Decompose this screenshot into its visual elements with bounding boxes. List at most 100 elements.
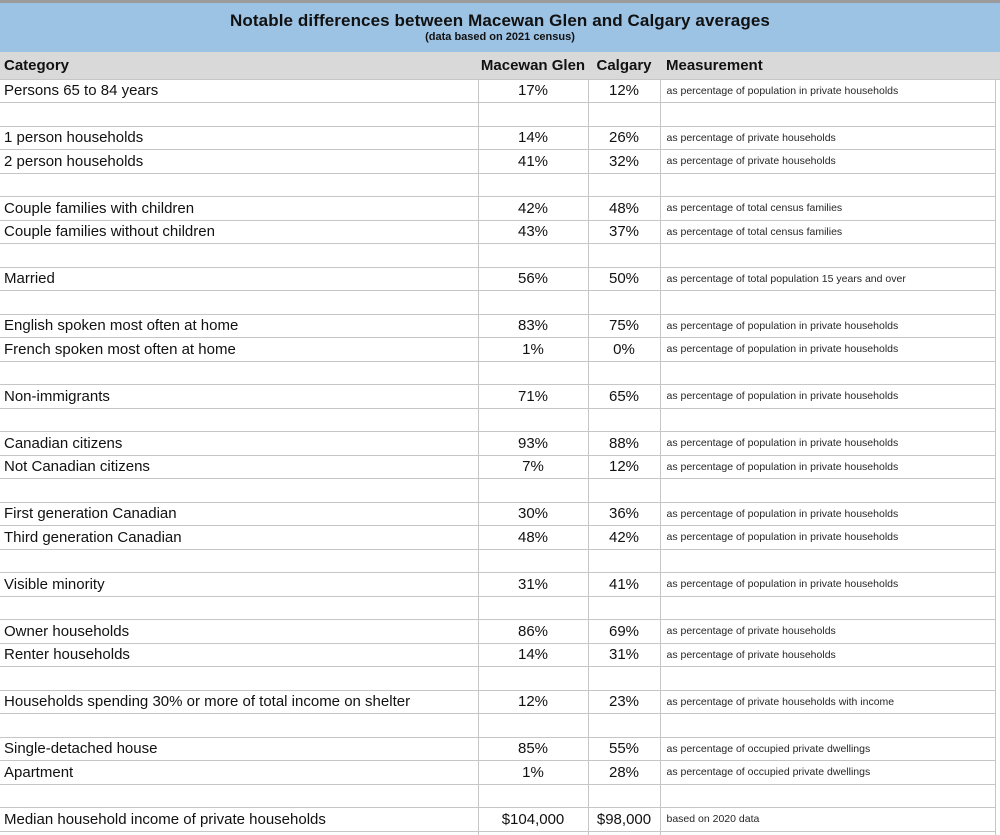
macewan-glen-cell: 56% <box>477 267 588 291</box>
table-row: Median household income of private house… <box>0 807 1000 832</box>
measurement-cell <box>659 478 995 503</box>
edge-cell <box>994 643 1000 667</box>
macewan-glen-cell <box>477 596 588 620</box>
blank-row <box>0 549 1000 573</box>
blank-row <box>0 713 1000 738</box>
table-row: First generation Canadian 30% 36% as percen… <box>0 502 1000 526</box>
calgary-cell: $98,000 <box>587 807 660 832</box>
macewan-glen-cell <box>477 408 588 432</box>
header-row: Category Macewan Glen Calgary Measuremen… <box>0 52 1000 80</box>
measurement-cell: as percentage of private households with… <box>659 690 995 714</box>
table-row: Couple families without children 43% 37% as… <box>0 220 1000 244</box>
macewan-glen-cell: 41% <box>477 149 588 174</box>
edge-cell <box>994 760 1000 784</box>
category-cell: Couple families with children <box>0 196 478 221</box>
category-cell <box>0 478 478 503</box>
category-cell <box>0 666 478 691</box>
top-border-strip <box>0 0 1000 3</box>
calgary-cell: 48% <box>587 196 660 221</box>
table-row: Visible minority 31% 41% as percentage of p… <box>0 572 1000 597</box>
measurement-cell: as percentage of population in private h… <box>659 314 995 338</box>
macewan-glen-cell <box>477 173 588 197</box>
column-header-category: Category <box>0 52 478 80</box>
macewan-glen-cell <box>477 549 588 573</box>
category-cell <box>0 549 478 573</box>
blank-row <box>0 102 1000 127</box>
macewan-glen-cell <box>477 478 588 503</box>
macewan-glen-cell <box>477 831 588 835</box>
calgary-cell: 0% <box>587 337 660 362</box>
macewan-glen-cell: 71% <box>477 384 588 409</box>
category-cell: Non-immigrants <box>0 384 478 409</box>
macewan-glen-cell: 1% <box>477 760 588 785</box>
measurement-cell <box>659 408 995 432</box>
macewan-glen-cell: 14% <box>477 643 588 667</box>
edge-cell <box>994 619 1000 643</box>
edge-cell <box>994 149 1000 173</box>
calgary-cell <box>587 243 660 268</box>
macewan-glen-cell <box>477 713 588 738</box>
edge-cell <box>994 102 1000 126</box>
table-row: Not Canadian citizens 7% 12% as percentage … <box>0 455 1000 479</box>
measurement-cell: as percentage of private households <box>659 619 995 644</box>
blank-row <box>0 290 1000 315</box>
edge-cell <box>994 79 1000 103</box>
macewan-glen-cell: 30% <box>477 502 588 526</box>
calgary-cell <box>587 290 660 315</box>
measurement-cell <box>659 361 995 385</box>
table-body: Persons 65 to 84 years 17% 12% as percentag… <box>0 79 1000 832</box>
measurement-cell <box>659 784 995 808</box>
edge-cell <box>994 196 1000 220</box>
category-cell: 1 person households <box>0 126 478 150</box>
measurement-cell: as percentage of private households <box>659 149 995 174</box>
calgary-cell: 36% <box>587 502 660 526</box>
macewan-glen-cell: 83% <box>477 314 588 338</box>
category-cell: Apartment <box>0 760 478 785</box>
edge-cell <box>994 502 1000 526</box>
macewan-glen-cell: 7% <box>477 455 588 479</box>
blank-row <box>0 666 1000 691</box>
calgary-cell <box>587 408 660 432</box>
category-cell: Households spending 30% or more of total… <box>0 690 478 714</box>
blank-row <box>0 243 1000 268</box>
edge-cell <box>994 549 1000 573</box>
macewan-glen-cell: 12% <box>477 690 588 714</box>
macewan-glen-cell: 1% <box>477 337 588 362</box>
macewan-glen-cell: 86% <box>477 619 588 644</box>
table-row: Single-detached house 85% 55% as percentage… <box>0 737 1000 761</box>
edge-cell <box>994 807 1000 831</box>
table-row: Canadian citizens 93% 88% as percentage of … <box>0 431 1000 456</box>
page-subtitle: (data based on 2021 census) <box>425 30 575 43</box>
calgary-cell: 69% <box>587 619 660 644</box>
table-row: Third generation Canadian 48% 42% as percen… <box>0 525 1000 550</box>
calgary-cell: 42% <box>587 525 660 550</box>
calgary-cell: 28% <box>587 760 660 785</box>
measurement-cell: as percentage of population in private h… <box>659 455 995 479</box>
category-cell: Single-detached house <box>0 737 478 761</box>
edge-cell <box>994 525 1000 549</box>
edge-cell <box>994 384 1000 408</box>
measurement-cell: as percentage of occupied private dwelli… <box>659 737 995 761</box>
category-cell: 2 person households <box>0 149 478 174</box>
macewan-glen-cell: 42% <box>477 196 588 221</box>
calgary-cell <box>587 173 660 197</box>
category-cell: French spoken most often at home <box>0 337 478 362</box>
edge-cell <box>994 431 1000 455</box>
category-cell <box>0 173 478 197</box>
table-row: Married 56% 50% as percentage of total popu… <box>0 267 1000 291</box>
macewan-glen-cell <box>477 784 588 808</box>
calgary-cell: 12% <box>587 455 660 479</box>
edge-cell <box>994 478 1000 502</box>
macewan-glen-cell <box>477 290 588 315</box>
edge-cell <box>994 314 1000 338</box>
calgary-cell: 88% <box>587 431 660 456</box>
edge-cell <box>994 690 1000 714</box>
calgary-cell: 37% <box>587 220 660 244</box>
category-cell: Visible minority <box>0 572 478 597</box>
measurement-cell: as percentage of population in private h… <box>659 337 995 362</box>
measurement-cell <box>659 173 995 197</box>
macewan-glen-cell <box>477 243 588 268</box>
comparison-table: Category Macewan Glen Calgary Measuremen… <box>0 52 1000 835</box>
table-row: Couple families with children 42% 48% as pe… <box>0 196 1000 221</box>
